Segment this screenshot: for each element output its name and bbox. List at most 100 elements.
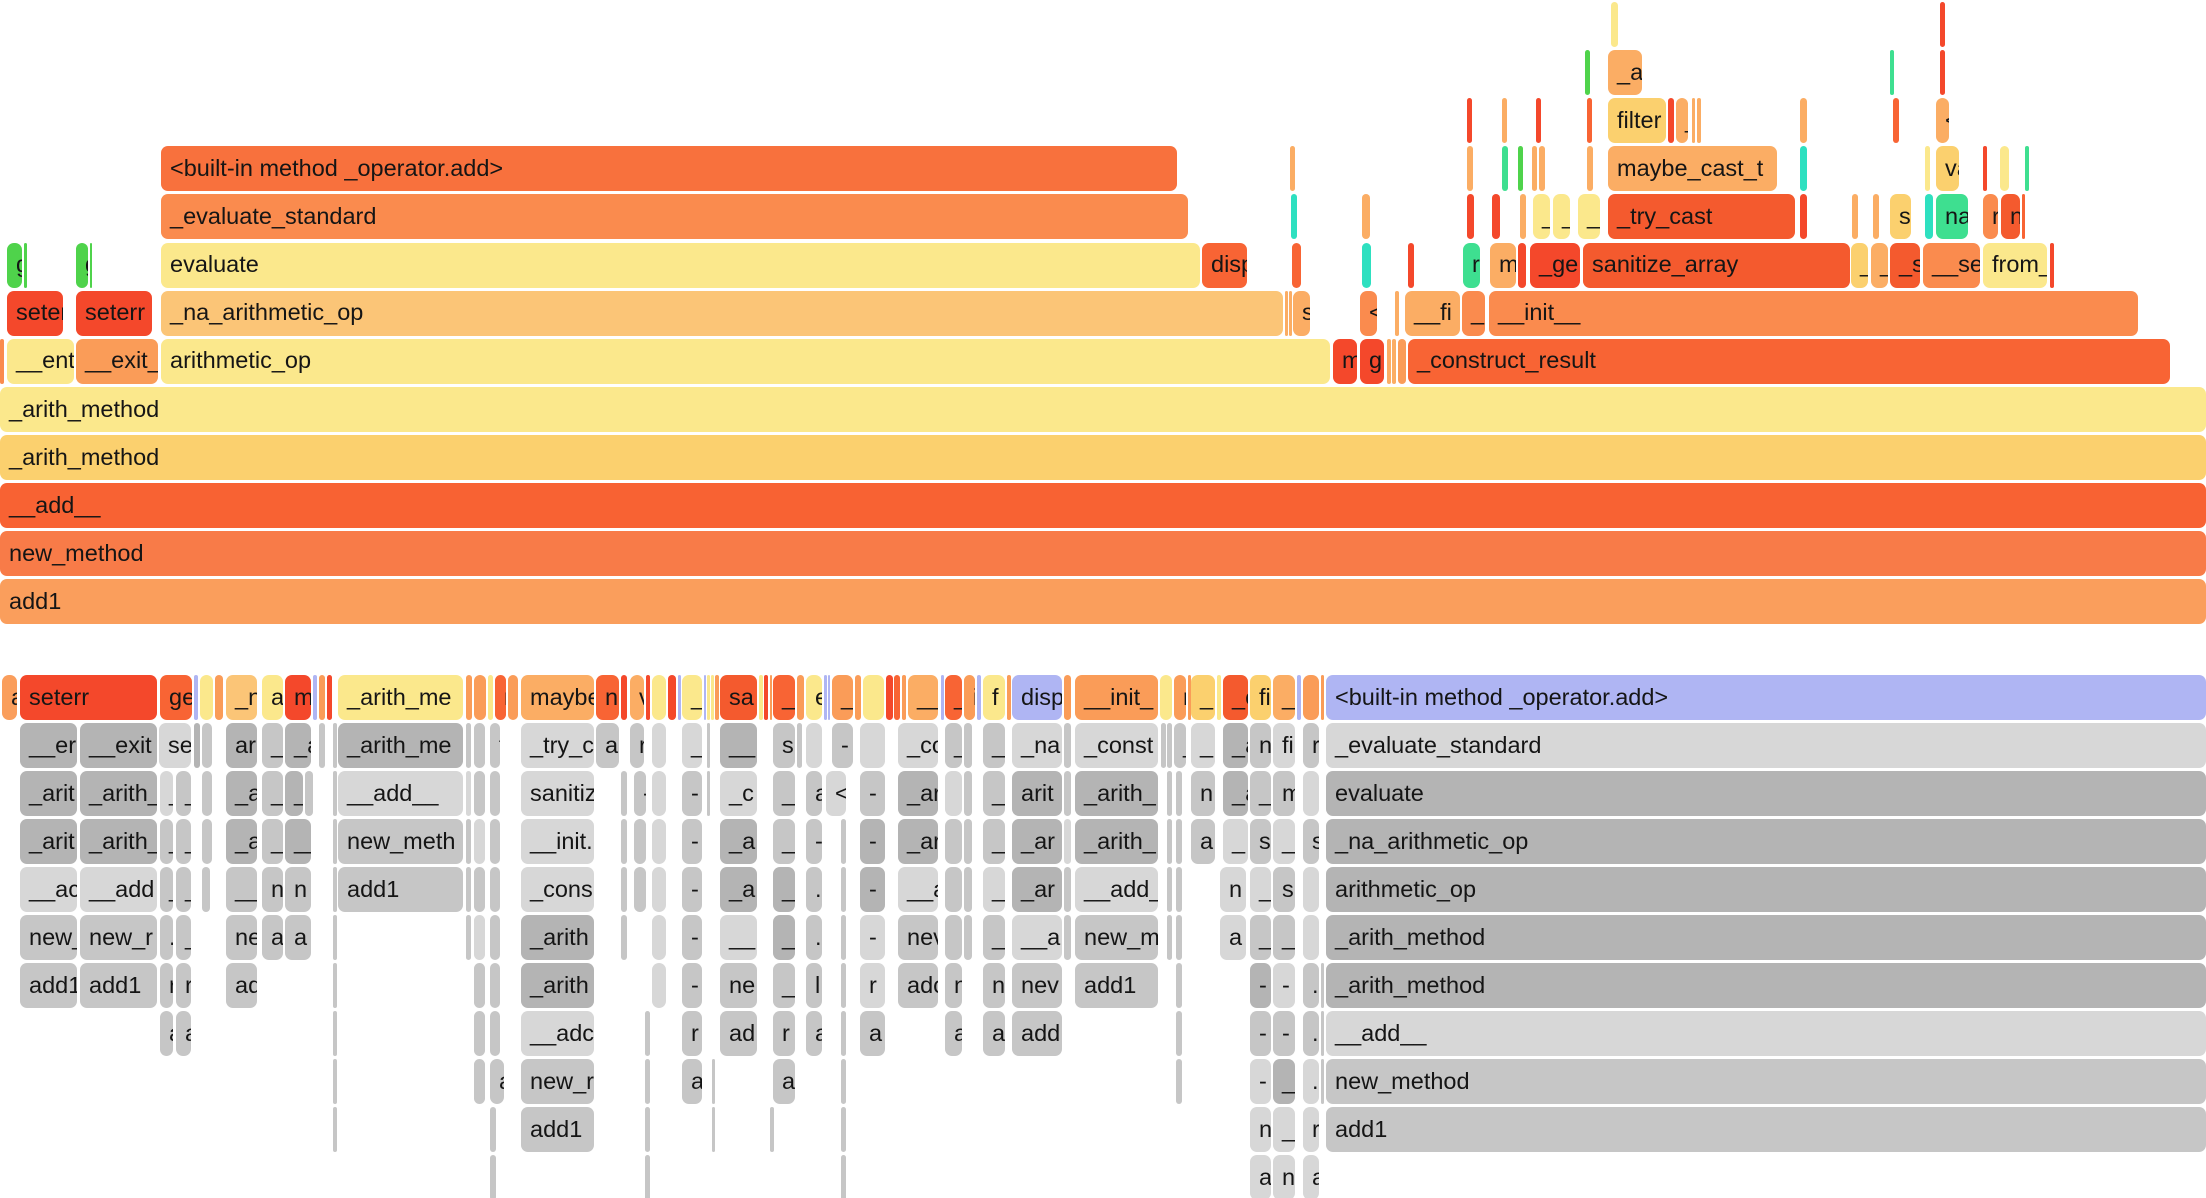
frame-bar[interactable]: __ac [20, 867, 77, 912]
frame-bar[interactable] [797, 723, 802, 768]
frame-bar[interactable]: n [1273, 1155, 1295, 1198]
frame-bar[interactable] [645, 1059, 650, 1104]
frame-bar[interactable]: evaluate [161, 242, 1200, 288]
frame-bar[interactable] [634, 867, 646, 912]
frame-bar[interactable]: r [630, 723, 644, 768]
frame-bar[interactable]: _ [773, 675, 795, 720]
frame-bar[interactable] [1176, 819, 1182, 864]
frame-bar[interactable]: n [1220, 867, 1246, 912]
frame-bar[interactable]: _ [773, 915, 795, 960]
frame-bar[interactable]: _ar [898, 819, 938, 864]
frame-bar[interactable] [1518, 146, 1523, 192]
frame-bar[interactable]: _try_cast [1608, 194, 1795, 240]
selected-frame-bar[interactable] [194, 675, 198, 720]
frame-bar[interactable]: __ [720, 723, 757, 768]
frame-bar[interactable] [1925, 194, 1933, 240]
frame-bar[interactable]: _arith_ [80, 819, 157, 864]
frame-bar[interactable] [1188, 675, 1191, 720]
frame-bar[interactable]: _cons [521, 867, 594, 912]
frame-bar[interactable]: n [262, 867, 283, 912]
frame-bar[interactable]: _a [285, 771, 303, 816]
frame-bar[interactable] [945, 771, 962, 816]
frame-bar[interactable] [333, 723, 337, 768]
frame-bar[interactable] [707, 675, 710, 720]
frame-bar[interactable] [1321, 1011, 1324, 1056]
frame-bar[interactable] [770, 1107, 774, 1152]
frame-bar[interactable] [902, 675, 906, 720]
frame-bar[interactable]: r [1463, 242, 1480, 288]
frame-bar[interactable] [797, 675, 804, 720]
frame-bar[interactable]: _ [1223, 819, 1248, 864]
frame-bar[interactable]: - [682, 771, 702, 816]
frame-bar[interactable]: s [1293, 290, 1310, 336]
frame-bar[interactable] [1587, 98, 1592, 144]
frame-bar[interactable] [841, 819, 846, 864]
frame-bar[interactable]: r [1174, 675, 1186, 720]
frame-bar[interactable] [1161, 723, 1166, 768]
frame-bar[interactable] [841, 1059, 846, 1104]
frame-bar[interactable] [1587, 146, 1593, 192]
frame-bar[interactable] [806, 723, 822, 768]
frame-bar[interactable]: a [1191, 819, 1215, 864]
frame-bar[interactable] [964, 915, 972, 960]
frame-bar[interactable] [1520, 194, 1526, 240]
frame-bar[interactable]: _ [1676, 98, 1688, 144]
frame-bar[interactable]: _ [983, 723, 1005, 768]
frame-bar[interactable]: fi [1273, 723, 1295, 768]
frame-bar[interactable] [490, 867, 500, 912]
frame-bar[interactable]: - [806, 819, 822, 864]
frame-bar[interactable]: _ [1174, 723, 1186, 768]
frame-bar[interactable]: _arith_ [1075, 819, 1158, 864]
frame-bar[interactable]: . [806, 915, 822, 960]
frame-bar[interactable]: a [2, 675, 17, 720]
frame-bar[interactable] [333, 1011, 337, 1056]
frame-bar[interactable] [333, 819, 337, 864]
frame-bar[interactable]: _ [1250, 771, 1271, 816]
frame-bar[interactable]: n [2001, 194, 2020, 240]
frame-bar[interactable]: __exit [80, 723, 157, 768]
frame-bar[interactable]: g [7, 242, 22, 288]
frame-bar[interactable]: - [1250, 963, 1271, 1008]
frame-bar[interactable] [1303, 771, 1319, 816]
frame-bar[interactable]: __a [1012, 915, 1062, 960]
frame-bar[interactable]: _const [1075, 723, 1158, 768]
frame-bar[interactable]: - [860, 771, 885, 816]
frame-bar[interactable]: _ar [1012, 819, 1062, 864]
frame-bar[interactable] [652, 915, 666, 960]
frame-bar[interactable] [474, 1011, 485, 1056]
frame-bar[interactable] [652, 771, 666, 816]
frame-bar[interactable]: sa [720, 675, 757, 720]
frame-bar[interactable]: _ [262, 723, 283, 768]
frame-bar[interactable]: _na [1012, 723, 1062, 768]
frame-bar[interactable]: a [285, 915, 311, 960]
frame-bar[interactable]: seterr [7, 290, 63, 336]
frame-bar[interactable] [712, 1107, 715, 1152]
frame-bar[interactable] [202, 771, 212, 816]
frame-bar[interactable] [327, 675, 332, 720]
frame-bar[interactable]: new_m [1075, 915, 1158, 960]
frame-bar[interactable] [652, 723, 666, 768]
frame-bar[interactable] [652, 819, 666, 864]
frame-bar[interactable] [1064, 723, 1071, 768]
frame-bar[interactable]: _ [773, 819, 795, 864]
frame-bar[interactable]: f [490, 723, 500, 768]
frame-bar[interactable]: _s [1890, 242, 1920, 288]
frame-bar[interactable]: arit [1012, 771, 1062, 816]
frame-bar[interactable] [1007, 675, 1011, 720]
frame-bar[interactable] [1800, 194, 1807, 240]
frame-bar[interactable]: _ [832, 675, 853, 720]
frame-bar[interactable]: n [495, 675, 506, 720]
frame-bar[interactable] [707, 723, 710, 768]
frame-bar[interactable] [1852, 194, 1858, 240]
frame-bar[interactable]: a [305, 771, 313, 816]
frame-bar[interactable]: r [1983, 194, 1998, 240]
frame-bar[interactable] [645, 1011, 650, 1056]
frame-bar[interactable] [1536, 98, 1541, 144]
frame-bar[interactable] [1502, 98, 1507, 144]
frame-bar[interactable]: r [1303, 1107, 1319, 1152]
frame-bar[interactable]: _arith_ [80, 771, 157, 816]
frame-bar[interactable]: - [682, 867, 702, 912]
frame-bar[interactable] [333, 771, 337, 816]
frame-bar[interactable]: add1 [20, 963, 77, 1008]
frame-bar[interactable]: a [682, 1059, 702, 1104]
